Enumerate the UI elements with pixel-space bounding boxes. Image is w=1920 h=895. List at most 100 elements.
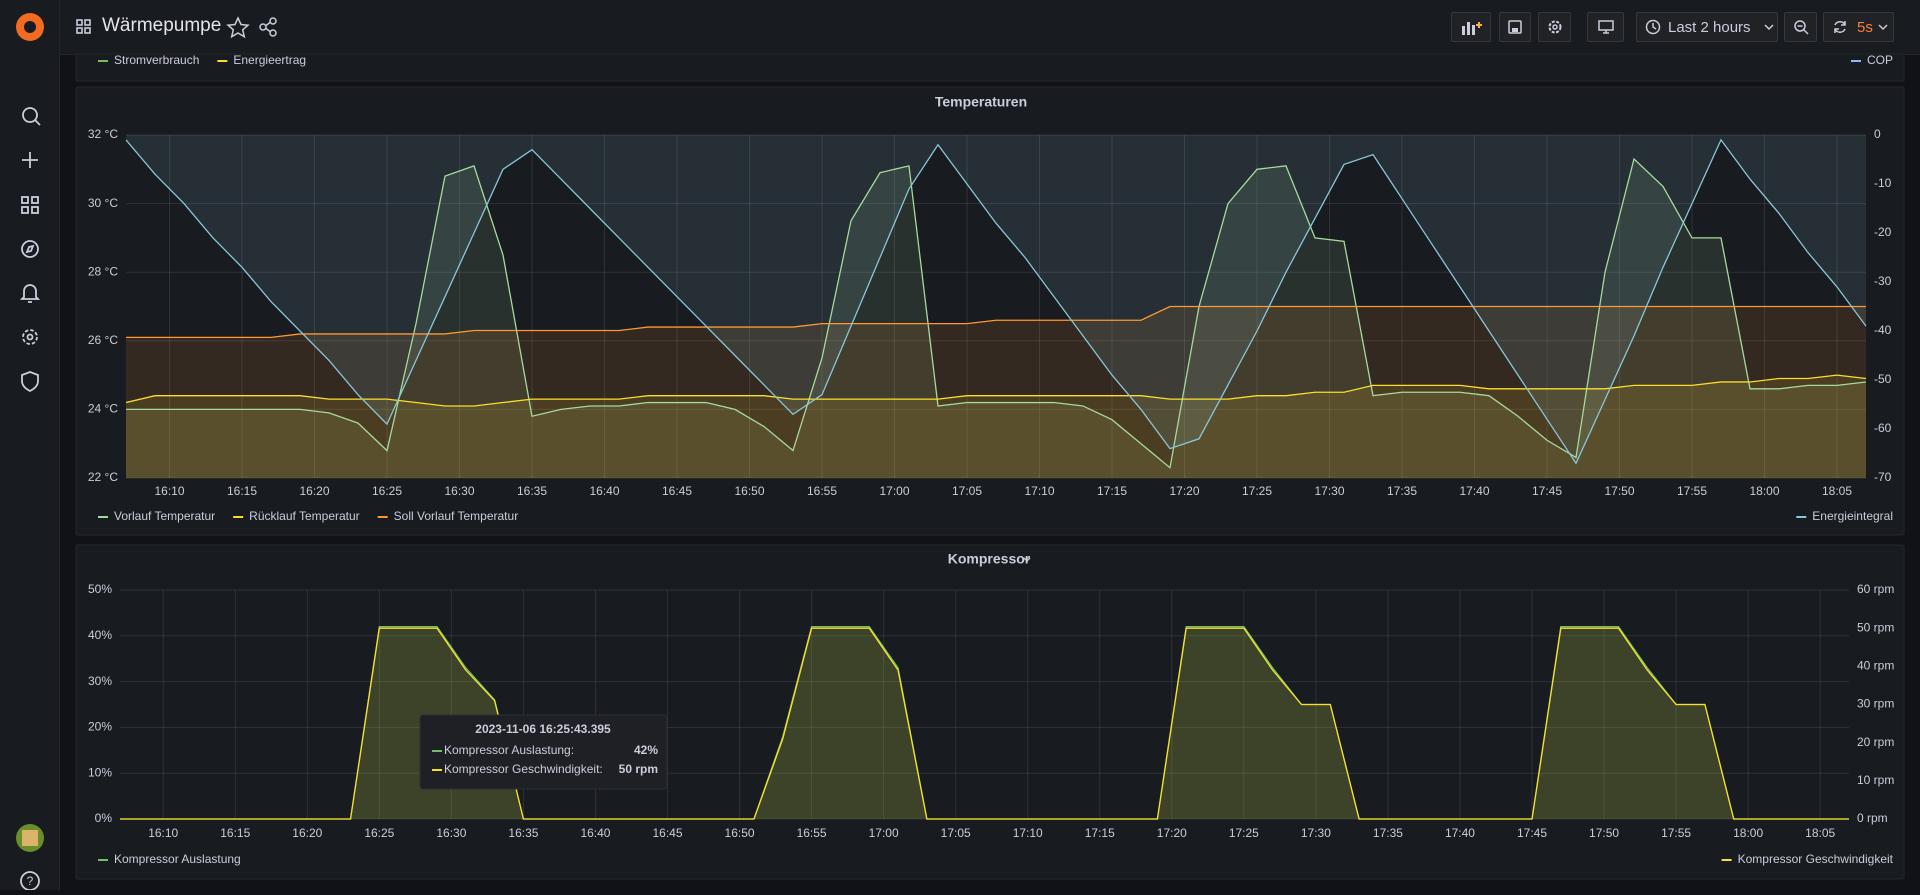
star-button[interactable]: [226, 16, 250, 39]
avatar-pattern: [22, 830, 38, 846]
x-tick-label: 17:05: [952, 484, 982, 498]
y-tick-label: 28 °C: [88, 264, 118, 278]
y2-tick-label: -60: [1874, 421, 1892, 435]
y2-tick-label: -10: [1874, 176, 1892, 190]
side-menu: ?: [0, 0, 60, 891]
series-line: [120, 627, 1849, 820]
x-tick-label: 16:30: [444, 484, 474, 498]
tooltip-series: Kompressor Geschwindigkeit:: [444, 762, 603, 776]
legend-label: Soll Vorlauf Temperatur: [394, 509, 519, 523]
x-tick-label: 17:50: [1589, 826, 1619, 840]
y2-tick-label: 60 rpm: [1857, 582, 1894, 596]
add-panel-button[interactable]: [1451, 12, 1491, 42]
x-tick-label: 17:25: [1242, 484, 1272, 498]
y-tick-label: 22 °C: [88, 470, 118, 484]
logo-core: [24, 21, 36, 33]
time-range: Last 2 hours: [1668, 18, 1751, 36]
explore-icon[interactable]: [21, 240, 39, 258]
x-tick-label: 18:05: [1822, 484, 1852, 498]
x-tick-label: 16:35: [508, 826, 538, 840]
create-icon[interactable]: [22, 152, 38, 168]
chevron: [1878, 24, 1888, 31]
y-tick-label: 0%: [95, 811, 113, 825]
x-tick-label: 16:15: [220, 826, 250, 840]
x-tick-label: 17:15: [1085, 826, 1115, 840]
tv-mode-button[interactable]: [1587, 12, 1624, 42]
y2-tick-label: 20 rpm: [1857, 735, 1894, 749]
panel-energie: [75, 53, 1905, 82]
x-tick-label: 17:20: [1169, 484, 1199, 498]
refresh-interval: 5s: [1857, 18, 1873, 36]
time-picker[interactable]: Last 2 hours: [1636, 12, 1778, 42]
series-line: [126, 305, 1866, 339]
area-fill: [120, 626, 1849, 819]
y-tick-label: 40%: [88, 628, 112, 642]
legend-label: Energieertrag: [233, 53, 306, 67]
add-panel-icon: [1462, 22, 1482, 35]
legend-label: COP: [1867, 53, 1893, 67]
dashboard-title[interactable]: Wärmepumpe: [102, 15, 222, 36]
x-tick-label: 17:55: [1661, 826, 1691, 840]
y-tick-label: 24 °C: [88, 402, 118, 416]
top-bar: Wärmepumpe Last 2 hours 5s: [0, 0, 1920, 55]
tooltip-time: 2023-11-06 16:25:43.395: [475, 722, 611, 736]
search-icon[interactable]: [22, 107, 41, 126]
x-tick-label: 16:40: [580, 826, 610, 840]
panel-title[interactable]: Temperaturen: [935, 94, 1027, 110]
x-tick-label: 16:55: [797, 826, 827, 840]
x-tick-label: 17:05: [941, 826, 971, 840]
x-tick-label: 17:50: [1604, 484, 1634, 498]
x-tick-label: 17:10: [1013, 826, 1043, 840]
x-tick-label: 16:40: [589, 484, 619, 498]
x-tick-label: 16:30: [436, 826, 466, 840]
refresh-picker[interactable]: 5s: [1823, 12, 1894, 42]
configuration-icon[interactable]: [22, 329, 38, 345]
dashboard-icon: [76, 19, 91, 34]
tooltip: 2023-11-06 16:25:43.395 Kompressor Ausla…: [419, 714, 668, 790]
y-tick-label: 10%: [88, 765, 112, 779]
x-tick-label: 16:35: [517, 484, 547, 498]
panel-menu-chevron[interactable]: [1023, 557, 1031, 562]
y-tick-label: 20%: [88, 720, 112, 734]
clock-icon: [1645, 19, 1661, 35]
area-fill: [126, 306, 1866, 478]
x-tick-label: 17:10: [1024, 484, 1054, 498]
panel-title[interactable]: Kompressor: [948, 551, 1031, 567]
y-tick-label: 26 °C: [88, 333, 118, 347]
y2-tick-label: -30: [1874, 274, 1892, 288]
y2-tick-label: -50: [1874, 372, 1892, 386]
y-tick-label: 32 °C: [88, 127, 118, 141]
share-button[interactable]: [259, 17, 277, 37]
y2-tick-label: 30 rpm: [1857, 697, 1894, 711]
y2-tick-label: 0: [1874, 127, 1881, 141]
x-tick-label: 17:35: [1387, 484, 1417, 498]
x-tick-label: 16:10: [148, 826, 178, 840]
server-admin-icon[interactable]: [21, 371, 39, 393]
x-tick-label: 17:20: [1157, 826, 1187, 840]
legend-label: Vorlauf Temperatur: [114, 509, 215, 523]
chart-layer: Stromverbrauch Energieertrag COP 22 °C 24 °C…: [88, 53, 1895, 866]
alerting-icon[interactable]: [19, 284, 41, 303]
x-tick-label: 17:45: [1517, 826, 1547, 840]
x-tick-label: 17:15: [1097, 484, 1127, 498]
save-icon: [1508, 20, 1522, 34]
tooltip-box: [419, 714, 668, 790]
y-tick-label: 50%: [88, 582, 112, 596]
side-menu-icons: ?: [16, 13, 44, 891]
zoom-out-button[interactable]: [1784, 12, 1817, 42]
settings-button[interactable]: [1538, 12, 1571, 42]
x-tick-label: 16:20: [299, 484, 329, 498]
tooltip-value: 42%: [634, 743, 658, 757]
area-fill: [126, 135, 1866, 464]
dashboards-icon[interactable]: [21, 196, 39, 214]
x-tick-label: 18:00: [1749, 484, 1779, 498]
x-tick-label: 16:20: [292, 826, 322, 840]
x-tick-label: 17:55: [1677, 484, 1707, 498]
chevron: [1764, 24, 1774, 31]
zoom-icon: [1793, 20, 1809, 35]
series-line: [120, 625, 1849, 820]
save-button[interactable]: [1499, 12, 1531, 42]
x-tick-label: 16:45: [662, 484, 692, 498]
area-fill: [120, 628, 1849, 819]
